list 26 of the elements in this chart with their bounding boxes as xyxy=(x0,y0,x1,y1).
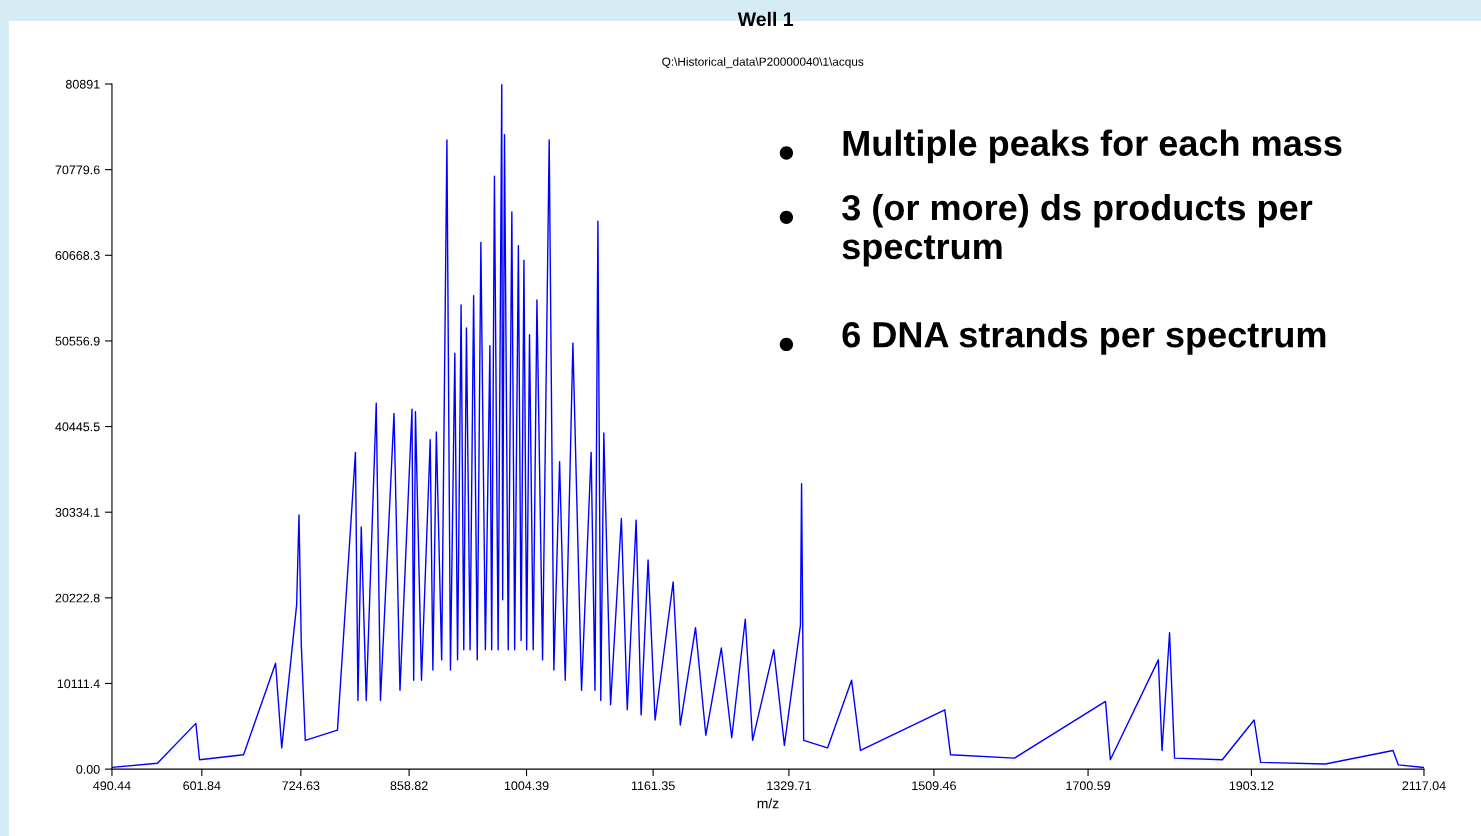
x-axis-title: m/z xyxy=(757,798,779,809)
y-tick-label: 20222.8 xyxy=(55,593,100,603)
x-tick-label: 1329.71 xyxy=(767,781,811,791)
x-tick-label: 1700.59 xyxy=(1066,781,1111,791)
y-tick-label: 40445.5 xyxy=(55,422,100,432)
annotation: 6 DNA strands per spectrum xyxy=(842,321,1326,355)
x-tick-label: 490.44 xyxy=(93,781,131,791)
x-tick-label: 1004.39 xyxy=(504,781,549,791)
x-tick-label: 1161.35 xyxy=(631,781,675,791)
chart-subtitle: Q:\Historical_data\P20000040\1\acqus xyxy=(662,57,864,69)
x-tick-label: 858.82 xyxy=(390,781,428,791)
x-tick-label: 1509.46 xyxy=(912,781,956,791)
x-tick-label: 601.84 xyxy=(183,781,221,791)
y-tick-label: 30334.1 xyxy=(55,508,100,517)
chart-title: Well 1 xyxy=(737,11,794,27)
y-tick-label: 70779.6 xyxy=(55,165,100,175)
y-tick-label: 80891 xyxy=(65,79,100,89)
y-tick-label: 0.00 xyxy=(76,764,100,774)
y-tick-label: 10111.4 xyxy=(57,679,100,689)
x-tick-label: 2117.04 xyxy=(1402,781,1446,791)
y-tick-label: 60668.3 xyxy=(55,251,100,260)
y-tick-label: 50556.9 xyxy=(55,336,100,346)
annotation: Multiple peaks for each mass xyxy=(843,129,1342,164)
x-tick-label: 724.63 xyxy=(282,781,320,791)
x-tick-label: 1903.12 xyxy=(1229,781,1274,791)
annotation: 3 (or more) ds products per spectrum xyxy=(842,193,1313,267)
